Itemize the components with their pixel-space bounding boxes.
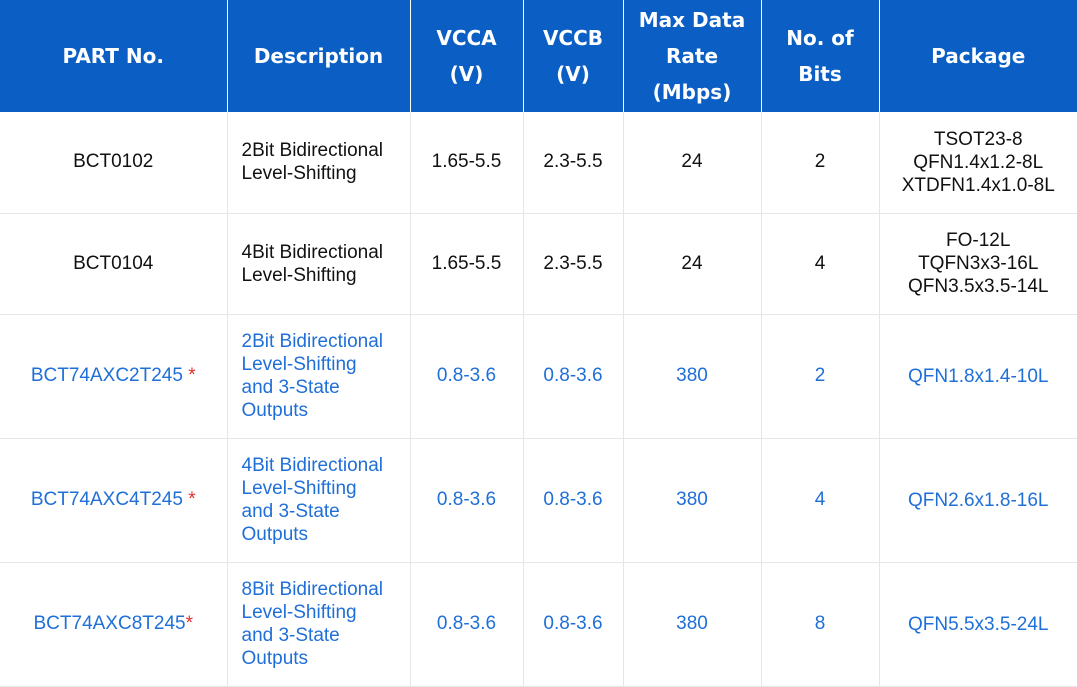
new-product-star: * [185,613,193,634]
vcca-value: 1.65-5.5 [410,112,524,214]
part-number-text: BCT0102 [73,151,154,173]
header-vccb: VCCB (V) [523,0,624,112]
package-value[interactable]: QFN2.6x1.8-16L [879,438,1077,563]
max-data-rate-value[interactable]: 380 [623,438,762,563]
header-vcca: VCCA (V) [410,0,524,112]
part-number-text[interactable]: BCT74AXC4T245 [30,489,189,510]
max-data-rate-value: 24 [623,112,762,214]
vccb-value: 2.3-5.5 [523,213,624,315]
description-link[interactable]: 8Bit Bidirectional Level-Shifting and 3-… [227,562,411,687]
max-data-rate-value[interactable]: 380 [623,314,762,439]
header-max-data-rate: Max Data Rate (Mbps) [623,0,762,112]
vccb-value: 2.3-5.5 [523,112,624,214]
description: 4Bit Bidirectional Level-Shifting [227,213,411,315]
header-package: Package [879,0,1077,112]
part-number-text[interactable]: BCT74AXC2T245 [30,365,189,386]
package-value[interactable]: QFN1.8x1.4-10L [879,314,1077,439]
part-number-link[interactable]: BCT74AXC2T245 * [0,314,228,439]
vccb-value[interactable]: 0.8-3.6 [523,438,624,563]
part-number-link[interactable]: BCT74AXC8T245* [0,562,228,687]
vcca-value: 1.65-5.5 [410,213,524,315]
part-number-text[interactable]: BCT74AXC8T245 [33,613,186,634]
bits-value[interactable]: 4 [761,438,880,563]
new-product-star: * [188,365,196,386]
part-number-link[interactable]: BCT74AXC4T245 * [0,438,228,563]
vcca-value[interactable]: 0.8-3.6 [410,438,524,563]
package-value: TSOT23-8 QFN1.4x1.2-8L XTDFN1.4x1.0-8L [879,112,1077,214]
package-value: FO-12L TQFN3x3-16L QFN3.5x3.5-14L [879,213,1077,315]
part-number-text: BCT0104 [73,252,154,274]
table-row-bct74axc8t245[interactable]: BCT74AXC8T245* 8Bit Bidirectional Level-… [0,562,1077,687]
bits-value: 2 [761,112,880,214]
table-row-bct74axc2t245[interactable]: BCT74AXC2T245 * 2Bit Bidirectional Level… [0,314,1077,439]
vccb-value[interactable]: 0.8-3.6 [523,562,624,687]
vcca-value[interactable]: 0.8-3.6 [410,314,524,439]
header-no-of-bits: No. of Bits [761,0,880,112]
max-data-rate-value[interactable]: 380 [623,562,762,687]
header-part-no: PART No. [0,0,228,112]
table-row-bct74axc4t245[interactable]: BCT74AXC4T245 * 4Bit Bidirectional Level… [0,438,1077,563]
bits-value: 4 [761,213,880,315]
part-number: BCT0102 [0,112,228,214]
new-product-star: * [188,489,196,510]
description: 2Bit Bidirectional Level-Shifting [227,112,411,214]
table-row-bct0104: BCT0104 4Bit Bidirectional Level-Shiftin… [0,213,1077,315]
bits-value[interactable]: 2 [761,314,880,439]
header-row: PART No. Description VCCA (V) VCCB (V) M… [0,0,1077,112]
max-data-rate-value: 24 [623,213,762,315]
header-description: Description [227,0,411,112]
description-link[interactable]: 4Bit Bidirectional Level-Shifting and 3-… [227,438,411,563]
package-value[interactable]: QFN5.5x3.5-24L [879,562,1077,687]
table-row-bct0102: BCT0102 2Bit Bidirectional Level-Shiftin… [0,112,1077,214]
description-link[interactable]: 2Bit Bidirectional Level-Shifting and 3-… [227,314,411,439]
part-number: BCT0104 [0,213,228,315]
vcca-value[interactable]: 0.8-3.6 [410,562,524,687]
bits-value[interactable]: 8 [761,562,880,687]
vccb-value[interactable]: 0.8-3.6 [523,314,624,439]
